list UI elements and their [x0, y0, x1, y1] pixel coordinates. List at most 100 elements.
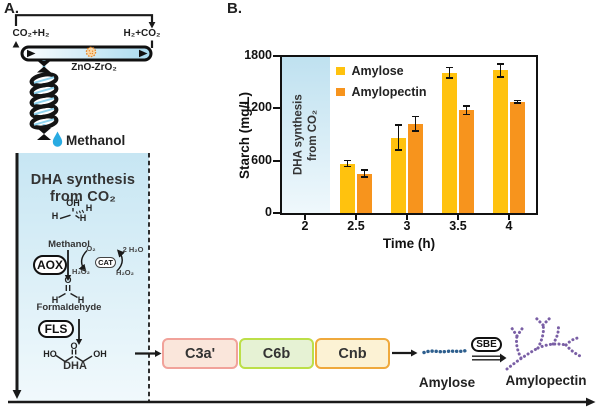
amylopectin-structure	[505, 315, 583, 371]
module-c3a: C3a'	[162, 338, 238, 369]
amylose-label: Amylose	[418, 375, 476, 390]
methanol-h-stereo-atom: H	[85, 203, 93, 213]
x-tick-mark	[406, 215, 408, 220]
cat-enzyme-badge: CAT	[95, 257, 116, 268]
dha-phase-band	[282, 57, 330, 213]
condenser-coil	[29, 60, 59, 140]
bar-amylopectin-4h	[510, 101, 525, 213]
x-tick-mark	[508, 215, 510, 220]
formaldehyde-h-right-atom: H	[77, 295, 85, 305]
error-bar	[516, 100, 519, 103]
bar-amylopectin-2.5h	[357, 173, 372, 213]
error-bar	[344, 165, 351, 168]
x-tick-label: 3	[403, 219, 411, 233]
error-bar	[497, 76, 504, 78]
error-bar	[344, 159, 351, 162]
bar-amylose-4h	[493, 70, 508, 213]
error-bar	[414, 116, 417, 132]
dha-oh-atom: OH	[93, 349, 107, 359]
bar-amylopectin-3h	[408, 123, 423, 213]
y-tick-mark	[273, 55, 280, 57]
feed-gas-label: CO₂+H₂	[12, 28, 50, 39]
x-tick-label: 4	[505, 219, 513, 233]
amylopectin-label: Amylopectin	[505, 373, 587, 388]
y-tick-label: 1200	[244, 100, 272, 114]
error-bar	[499, 63, 502, 77]
dha-caption: DHA	[63, 360, 87, 372]
error-bar	[361, 176, 368, 178]
sbe-enzyme-badge: SBE	[471, 337, 502, 352]
module-c6b: C6b	[239, 338, 314, 369]
bar-amylose-2.5h	[340, 163, 355, 213]
dha-panel-title-line1: DHA synthesis	[30, 172, 136, 188]
error-bar	[448, 67, 451, 78]
error-bar	[363, 170, 366, 178]
legend-label-amylose: Amylose	[351, 64, 404, 78]
o2-label: O₂	[86, 244, 96, 253]
x-tick-label: 2	[301, 219, 309, 233]
y-tick-label: 0	[265, 205, 272, 219]
reactor-tube	[20, 45, 153, 62]
dha-panel-title-line2: from CO₂	[49, 189, 117, 205]
catalyst-particle-icon	[85, 46, 97, 58]
plot-area: DHA synthesis from CO₂ Amylose Amylopect…	[280, 55, 538, 215]
methanol-structure-bonds	[59, 208, 85, 220]
methanol-h-left-atom: H	[51, 211, 59, 221]
band-label-line2: from CO₂	[307, 109, 319, 161]
dha-to-module-arrow	[135, 350, 162, 357]
y-tick-mark	[273, 160, 280, 162]
x-tick-mark	[304, 215, 306, 220]
error-bar	[412, 115, 419, 118]
x-tick-label: 2.5	[347, 219, 365, 233]
fls-enzyme-badge: FLS	[38, 320, 74, 338]
formaldehyde-structure-bonds	[58, 285, 78, 299]
legend-label-amylopectin: Amylopectin	[351, 85, 427, 99]
error-bar	[446, 66, 453, 69]
formaldehyde-o-atom: O	[64, 275, 72, 285]
module-cnb: Cnb	[315, 338, 390, 369]
error-bar	[395, 124, 402, 126]
dha-panel-background	[12, 153, 150, 402]
panel-b-label: B.	[227, 0, 242, 17]
chart-legend: Amylose Amylopectin	[336, 64, 427, 106]
dha-o-atom: O	[70, 340, 78, 351]
legend-item-amylose: Amylose	[336, 64, 427, 78]
methanol-oh-atom: OH	[66, 198, 80, 208]
error-bar	[346, 160, 349, 167]
sbe-reaction-arrow	[472, 353, 507, 363]
bar-amylopectin-3.5h	[459, 110, 474, 213]
error-bar	[397, 125, 400, 151]
legend-item-amylopectin: Amylopectin	[336, 85, 427, 99]
fls-reaction-arrow	[75, 319, 83, 345]
panel-a-label: A.	[4, 0, 19, 17]
module-to-amylose-arrow	[392, 349, 418, 357]
y-tick-label: 1800	[244, 48, 272, 62]
x-tick-label: 3.5	[449, 219, 467, 233]
error-bar	[465, 105, 468, 115]
methanol-h-right-atom: H	[79, 213, 87, 223]
amylose-chain	[422, 348, 468, 355]
catalyst-label: ZnO-ZrO₂	[71, 62, 117, 73]
x-tick-mark	[355, 215, 357, 220]
formaldehyde-caption: Formaldehyde	[36, 302, 102, 313]
aox-enzyme-badge: AOX	[33, 255, 67, 275]
error-bar	[395, 149, 402, 151]
x-tick-mark	[457, 215, 459, 220]
error-bar	[412, 130, 419, 132]
error-bar	[446, 77, 453, 79]
bar-amylose-3.5h	[442, 72, 457, 213]
h2o-label: 2 H₂O	[122, 245, 144, 254]
y-axis-title: Starch (mg/L)	[237, 91, 252, 179]
bottom-timeline-arrow	[8, 397, 596, 407]
bar-amylose-3h	[391, 137, 406, 213]
dha-structure-bonds	[55, 349, 93, 363]
gas-recycle-loop	[12, 14, 156, 48]
dha-phase-band-label: DHA synthesis from CO₂	[282, 57, 330, 213]
dha-ho-atom: HO	[43, 349, 57, 359]
recycle-gas-label: H₂+CO₂	[123, 28, 161, 39]
methanol-structure-caption: Methanol	[48, 239, 90, 250]
error-bar	[514, 102, 521, 104]
droplet-icon	[52, 131, 63, 147]
